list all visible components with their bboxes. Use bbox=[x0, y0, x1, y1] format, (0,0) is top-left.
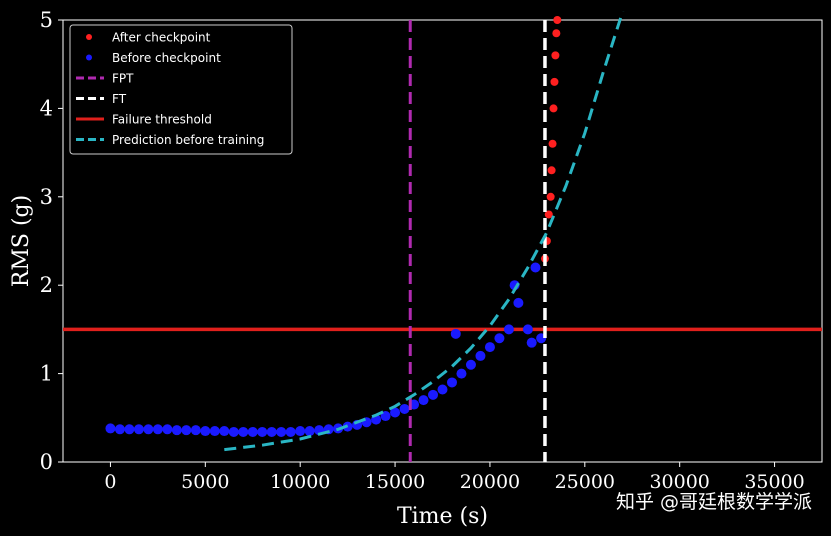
x-axis-label: Time (s) bbox=[397, 504, 488, 529]
before-checkpoint-point bbox=[105, 423, 116, 434]
before-checkpoint-point bbox=[475, 350, 486, 361]
before-checkpoint-point bbox=[428, 389, 439, 400]
plot-area bbox=[62, 19, 823, 463]
before-checkpoint-point bbox=[171, 425, 182, 436]
legend-marker bbox=[86, 34, 92, 40]
after-checkpoint-point bbox=[547, 166, 556, 175]
y-axis-label: RMS (g) bbox=[9, 195, 34, 287]
before-checkpoint-point bbox=[114, 424, 125, 435]
before-checkpoint-point bbox=[522, 324, 533, 335]
before-checkpoint-point bbox=[133, 424, 144, 435]
before-checkpoint-point bbox=[247, 426, 258, 437]
legend-label: Failure threshold bbox=[112, 113, 212, 127]
before-checkpoint-point bbox=[181, 425, 192, 436]
y-tick-label: 5 bbox=[40, 8, 53, 32]
after-checkpoint-point bbox=[544, 210, 553, 219]
y-tick-label: 1 bbox=[40, 362, 53, 386]
legend-label: Before checkpoint bbox=[112, 51, 221, 65]
x-tick-label: 35000 bbox=[744, 471, 804, 493]
legend-marker bbox=[86, 54, 92, 61]
legend-label: FPT bbox=[112, 72, 134, 86]
legend-box bbox=[69, 24, 293, 155]
legend-label: FT bbox=[112, 92, 127, 106]
before-checkpoint-point bbox=[380, 411, 391, 422]
x-tick-label: 0 bbox=[104, 471, 116, 493]
before-checkpoint-point bbox=[437, 384, 448, 395]
before-checkpoint-point bbox=[143, 424, 154, 435]
x-tick-label: 30000 bbox=[649, 471, 709, 493]
before-checkpoint-point bbox=[418, 395, 429, 406]
before-checkpoint-point bbox=[257, 426, 268, 437]
before-checkpoint-point bbox=[456, 368, 467, 379]
before-checkpoint-point bbox=[513, 297, 524, 308]
before-checkpoint-point bbox=[450, 328, 461, 339]
before-checkpoint-point bbox=[124, 424, 135, 435]
before-checkpoint-point bbox=[219, 426, 230, 437]
watermark-text: 知乎 @哥廷根数学学派 bbox=[616, 491, 812, 513]
before-checkpoint-point bbox=[228, 426, 239, 437]
before-checkpoint-point bbox=[190, 425, 201, 436]
after-checkpoint-point bbox=[552, 29, 561, 38]
before-checkpoint-point bbox=[446, 377, 457, 388]
before-checkpoint-point bbox=[295, 426, 306, 437]
before-checkpoint-point bbox=[304, 426, 315, 437]
before-checkpoint-point bbox=[494, 333, 505, 344]
y-tick-label: 4 bbox=[40, 96, 53, 120]
y-tick-label: 3 bbox=[40, 185, 53, 209]
x-tick-label: 25000 bbox=[555, 471, 615, 493]
legend-label: After checkpoint bbox=[112, 31, 211, 45]
legend-label: Prediction before training bbox=[112, 133, 264, 147]
after-checkpoint-point bbox=[548, 139, 557, 148]
x-tick-label: 20000 bbox=[460, 471, 520, 493]
x-tick-label: 5000 bbox=[181, 471, 229, 493]
before-checkpoint-point bbox=[200, 426, 211, 437]
before-checkpoint-point bbox=[465, 359, 476, 370]
before-checkpoint-point bbox=[266, 426, 277, 437]
after-checkpoint-point bbox=[550, 77, 559, 86]
after-checkpoint-point bbox=[551, 51, 560, 60]
y-tick-label: 2 bbox=[40, 273, 53, 297]
before-checkpoint-point bbox=[152, 424, 163, 435]
after-checkpoint-point bbox=[546, 192, 555, 201]
x-tick-label: 15000 bbox=[365, 471, 425, 493]
before-checkpoint-point bbox=[276, 426, 287, 437]
after-checkpoint-point bbox=[553, 16, 562, 24]
before-checkpoint-point bbox=[526, 337, 537, 348]
x-tick-label: 10000 bbox=[270, 471, 330, 493]
before-checkpoint-point bbox=[503, 324, 514, 335]
y-tick-label: 0 bbox=[40, 450, 53, 474]
before-checkpoint-point bbox=[530, 262, 541, 273]
before-checkpoint-point bbox=[285, 426, 296, 437]
before-checkpoint-point bbox=[484, 342, 495, 353]
before-checkpoint-point bbox=[162, 424, 173, 435]
before-checkpoint-point bbox=[399, 403, 410, 414]
before-checkpoint-point bbox=[238, 426, 249, 437]
before-checkpoint-point bbox=[390, 407, 401, 418]
before-checkpoint-point bbox=[209, 426, 220, 437]
legend: After checkpoint Before checkpoint FPT FT Fa… bbox=[69, 24, 293, 155]
after-checkpoint-point bbox=[549, 104, 558, 113]
